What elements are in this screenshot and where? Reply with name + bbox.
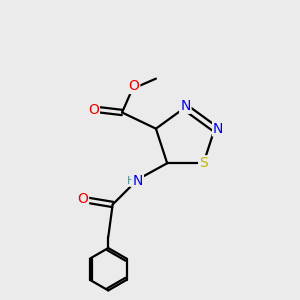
Text: N: N [213, 122, 224, 136]
Text: H: H [127, 176, 135, 186]
Text: N: N [180, 99, 190, 113]
Text: S: S [199, 156, 208, 170]
Text: O: O [77, 192, 88, 206]
Text: O: O [128, 79, 139, 93]
Text: O: O [88, 103, 99, 116]
Text: N: N [133, 174, 143, 188]
